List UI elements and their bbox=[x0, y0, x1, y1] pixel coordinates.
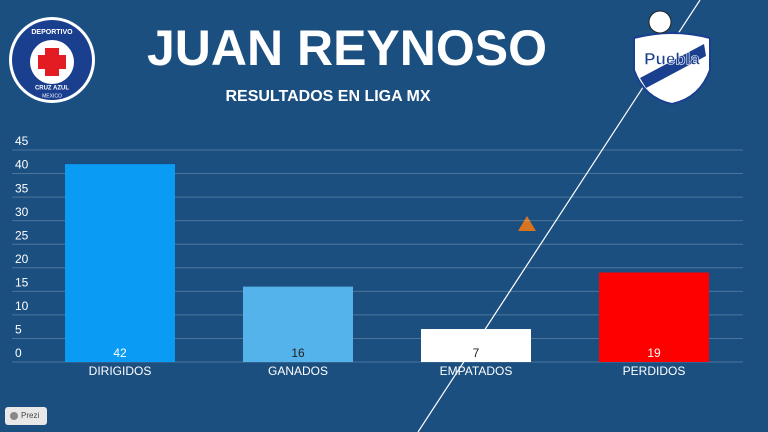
x-tick-label: PERDIDOS bbox=[623, 364, 686, 378]
bar bbox=[599, 272, 709, 362]
y-tick-label: 5 bbox=[15, 323, 22, 337]
y-tick-label: 35 bbox=[15, 181, 29, 195]
x-tick-label: GANADOS bbox=[268, 364, 328, 378]
bar bbox=[65, 164, 175, 362]
y-tick-label: 45 bbox=[15, 134, 29, 148]
bar bbox=[421, 329, 531, 362]
y-tick-label: 15 bbox=[15, 276, 29, 290]
y-tick-label: 25 bbox=[15, 228, 29, 242]
prezi-button[interactable]: Prezi bbox=[5, 407, 47, 425]
button-label[interactable]: Prezi bbox=[21, 411, 39, 420]
y-tick-label: 0 bbox=[15, 346, 22, 360]
value-label: 19 bbox=[647, 346, 661, 360]
x-tick-label: DIRIGIDOS bbox=[89, 364, 152, 378]
logo-puebla: Puebla bbox=[633, 10, 711, 106]
logo-text: MEXICO bbox=[42, 93, 62, 99]
y-tick-label: 10 bbox=[15, 299, 29, 313]
value-label: 42 bbox=[113, 346, 127, 360]
plot: 0 5 10 15 20 25 30 35 40 45 DIRIGIDOS 42 GANADOS 16 EM… bbox=[12, 134, 743, 378]
chart-title: JUAN REYNOSO bbox=[147, 20, 547, 76]
logo-text: DEPORTIVO bbox=[31, 29, 73, 36]
y-tick-label: 20 bbox=[15, 252, 29, 266]
bar bbox=[243, 286, 353, 362]
decor-triangle bbox=[518, 216, 536, 231]
logo-text: CRUZ AZUL bbox=[35, 86, 69, 92]
y-tick-label: 40 bbox=[15, 158, 29, 172]
value-label: 7 bbox=[473, 346, 480, 360]
chart-subtitle: RESULTADOS EN LIGA MX bbox=[225, 88, 430, 105]
y-tick-label: 30 bbox=[15, 205, 29, 219]
value-label: 16 bbox=[291, 346, 305, 360]
x-tick-label: EMPATADOS bbox=[440, 364, 513, 378]
logo-cruz-azul: DEPORTIVO CRUZ AZUL MEXICO bbox=[9, 17, 95, 103]
logo-text: Puebla bbox=[644, 49, 700, 68]
